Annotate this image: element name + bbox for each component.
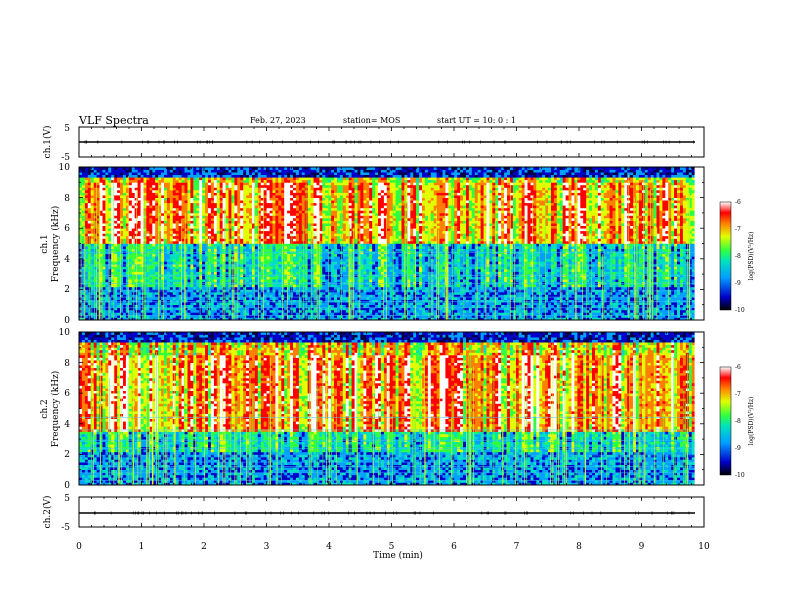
ch1-cb-tick-m7: -7 — [735, 226, 741, 233]
ch2-colorbar-label: log(PSD)(V²/Hz) — [748, 397, 755, 446]
x-tick-label: 8 — [576, 542, 582, 552]
ch2-ytick-10: 10 — [59, 328, 71, 338]
x-tick-label: 6 — [451, 542, 457, 552]
x-axis-tick-labels: 0 1 2 3 4 5 6 7 8 9 10 — [76, 542, 710, 552]
ch1-ytick-2: 2 — [64, 285, 70, 295]
x-tick-label: 4 — [326, 542, 332, 552]
ch2-spectrogram-yticks: 0 2 4 6 8 10 — [59, 328, 71, 491]
ch1-spectrogram-yticks: 0 2 4 6 8 10 — [59, 163, 71, 326]
ch1-colorbar — [719, 201, 732, 311]
ch2-voltage-ylabel: ch.2(V) — [42, 496, 53, 529]
ch2-spectrogram-image — [79, 332, 704, 485]
ch2-ytick-2: 2 — [64, 450, 70, 460]
ch2-voltage-frame — [78, 496, 705, 528]
x-tick-label: 2 — [201, 542, 207, 552]
ch1-cb-tick-m6: -6 — [735, 199, 741, 206]
ch1-voltage-ylabel: ch.1(V) — [42, 126, 53, 159]
ch2-cb-tick-m10: -10 — [735, 472, 745, 479]
ch2-ytick-4: 4 — [64, 420, 70, 430]
date-label: Feb. 27, 2023 — [250, 116, 306, 125]
x-tick-label: 0 — [76, 542, 82, 552]
ch1-spectrogram-panel: 0 2 4 6 8 10 ch.1 Frequency (kHz) -6 -7 … — [40, 163, 755, 326]
ch2-ytick-0: 0 — [64, 481, 70, 491]
ch1-spectrogram-image — [79, 167, 704, 320]
ch1-colorbar-label: log(PSD)(V²/Hz) — [748, 232, 755, 281]
chart-title: VLF Spectra — [78, 114, 149, 127]
x-axis-label: Time (min) — [373, 550, 423, 561]
axis-ticks — [78, 127, 705, 527]
ch1-voltage-ytick-top: 5 — [64, 124, 70, 134]
x-tick-label: 5 — [389, 542, 395, 552]
x-tick-label: 9 — [639, 542, 645, 552]
ch2-cb-tick-m8: -8 — [735, 418, 741, 425]
x-tick-label: 1 — [139, 542, 145, 552]
ch2-voltage-ytick-top: 5 — [64, 494, 70, 504]
ch2-cb-tick-m6: -6 — [735, 364, 741, 371]
ch1-cb-tick-m10: -10 — [735, 307, 745, 314]
ch1-ytick-0: 0 — [64, 316, 70, 326]
ch2-spectrogram-panel: 0 2 4 6 8 10 ch.2 Frequency (kHz) -6 -7 … — [40, 328, 755, 491]
ch2-colorbar — [719, 366, 732, 476]
ch2-spectrogram-ylabel-line2: Frequency (kHz) — [50, 371, 61, 448]
ch1-cb-tick-m8: -8 — [735, 253, 741, 260]
x-tick-label: 10 — [698, 542, 710, 552]
start-time-label: start UT = 10: 0 : 1 — [437, 116, 516, 125]
x-tick-label: 3 — [264, 542, 270, 552]
x-tick-label: 7 — [514, 542, 520, 552]
ch2-ytick-6: 6 — [64, 389, 70, 399]
ch1-spectrogram-ylabel-line1: ch.1 — [40, 234, 50, 253]
station-label: station= MOS — [343, 116, 400, 125]
ch2-cb-tick-m7: -7 — [735, 391, 741, 398]
ch1-ytick-6: 6 — [64, 224, 70, 234]
ch2-voltage-ytick-bottom: -5 — [61, 523, 70, 533]
ch1-ytick-4: 4 — [64, 255, 70, 265]
ch1-ytick-10: 10 — [59, 163, 71, 173]
ch2-voltage-spikes — [94, 511, 690, 515]
ch1-spectrogram-ylabel-line2: Frequency (kHz) — [50, 206, 61, 283]
ch1-ytick-8: 8 — [64, 194, 70, 204]
ch2-cb-tick-m9: -9 — [735, 445, 741, 452]
ch1-voltage-spikes — [84, 140, 694, 144]
ch1-cb-tick-m9: -9 — [735, 280, 741, 287]
ch1-voltage-ytick-bottom: -5 — [61, 153, 70, 163]
ch2-ytick-8: 8 — [64, 359, 70, 369]
ch2-spectrogram-ylabel-line1: ch.2 — [40, 399, 50, 418]
